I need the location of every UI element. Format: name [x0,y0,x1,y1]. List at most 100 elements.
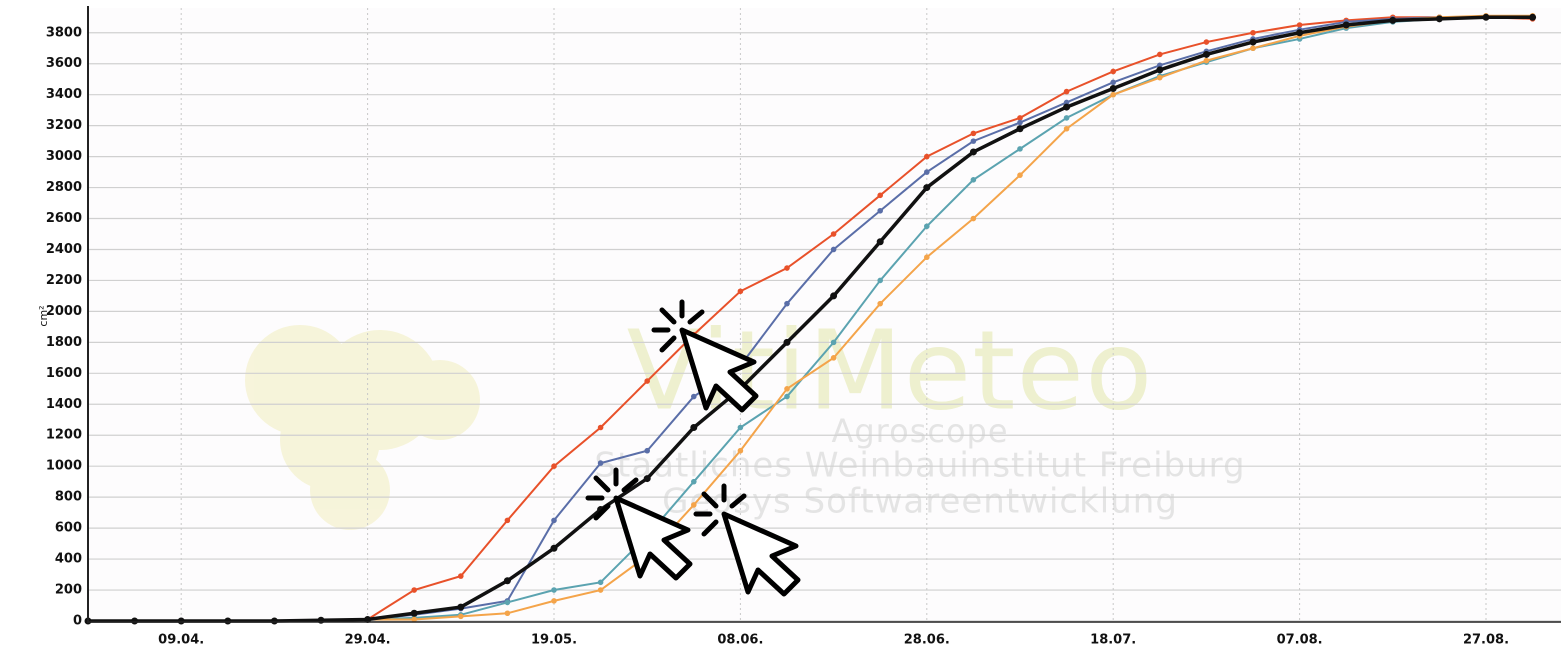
point [690,424,698,432]
series-line [88,15,1533,623]
point [784,393,790,400]
watermark-text: Staatliches Weinbauinstitut Freiburg [594,446,1245,486]
point [1063,103,1071,111]
point [550,544,558,552]
y-tick-label: 1400 [46,397,82,412]
point [877,207,883,214]
y-tick-label: 600 [55,521,82,536]
x-tick-label: 09.04. [158,633,204,648]
y-tick-label: 0 [73,614,82,629]
point [644,378,650,384]
point [1482,13,1490,21]
y-tick-label: 1800 [46,335,82,350]
watermark-text: Geosys Softwareentwicklung [662,482,1178,522]
y-tick-label: 3400 [46,87,82,102]
point [1529,13,1537,21]
y-tick-label: 2600 [46,211,82,226]
point [597,424,604,431]
point [364,615,372,623]
point [131,617,139,625]
point [783,338,791,346]
x-tick-label: 29.04. [345,633,391,648]
point [1296,29,1304,37]
point [1017,119,1023,126]
point [923,184,931,192]
watermark-text: Agroscope [831,412,1008,450]
point [877,300,883,307]
y-tick-label: 200 [55,583,82,598]
grid [88,8,1561,622]
point [1157,74,1163,81]
point [411,616,418,623]
point [830,292,838,300]
point [969,148,977,156]
point [597,460,604,466]
point [1063,99,1070,106]
point [270,617,278,625]
point [597,587,604,593]
point [1156,66,1164,74]
point [551,598,557,604]
y-tick-label: 3600 [46,56,82,71]
point [784,265,790,271]
y-tick-label: 2000 [46,304,82,319]
point [458,573,464,579]
point [1016,125,1024,133]
point [643,475,651,483]
point [1110,79,1116,86]
x-tick-label: 28.06. [904,633,950,648]
point [1157,62,1163,69]
y-tick-label: 2400 [46,242,82,257]
point [410,609,418,617]
point [1063,125,1070,132]
y-tick-label: 400 [55,552,82,567]
point [1250,45,1256,52]
point [970,177,977,183]
point [1435,15,1443,23]
point [1017,146,1023,152]
y-tick-label: 1000 [46,459,82,474]
x-tick-label: 27.08. [1463,633,1509,648]
y-tick-label: 800 [55,490,82,505]
point [1017,115,1023,121]
point [830,339,837,346]
point [1202,50,1210,58]
point [458,613,464,620]
y-tick-label: 2200 [46,273,82,288]
point [970,138,977,144]
y-tick-label: 3200 [46,118,82,133]
point [737,447,744,454]
point [691,502,697,508]
cursors [585,299,801,597]
point [830,355,837,361]
x-tick-label: 08.06. [717,633,763,648]
point [970,130,977,137]
point [504,599,511,606]
point [1109,84,1117,92]
point [877,192,883,199]
y-tick-label: 2800 [46,180,82,195]
point [1110,91,1116,98]
point [924,254,930,261]
y-axis-label: cm² [37,305,50,326]
point [1063,115,1070,121]
point [644,447,650,454]
point [1296,22,1303,28]
point [503,577,511,585]
point [1157,51,1163,58]
point [1249,38,1257,46]
point [924,223,930,230]
point [691,393,697,400]
point [784,300,790,307]
point [691,478,697,485]
y-tick-label: 1200 [46,428,82,443]
point [457,603,465,611]
point [1389,16,1397,24]
point [1203,57,1210,64]
x-tick-label: 18.07. [1090,633,1136,648]
point [551,463,557,470]
point [1017,172,1023,178]
point [1063,88,1070,95]
